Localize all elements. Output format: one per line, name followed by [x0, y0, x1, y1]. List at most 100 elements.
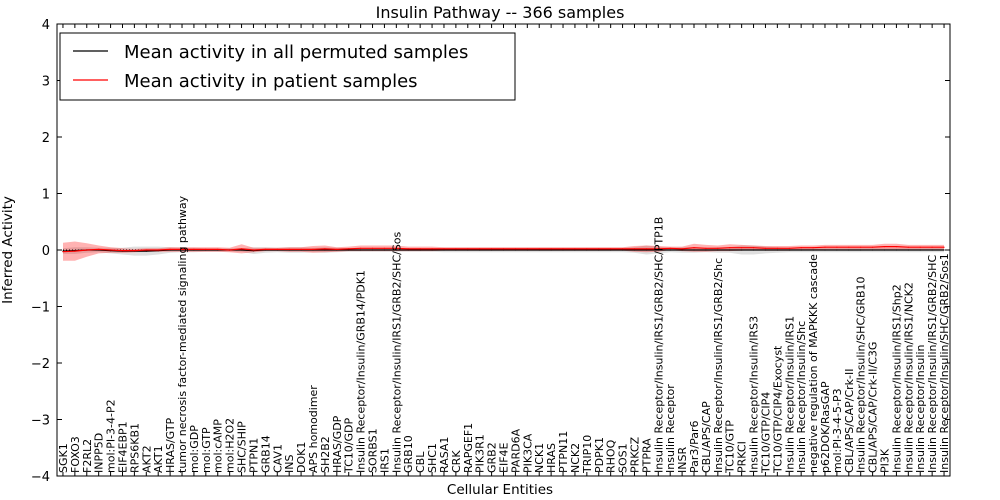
data-point-patient: [217, 248, 219, 250]
x-category-label: TC10/GDP: [343, 418, 356, 474]
data-point-patient: [860, 246, 862, 248]
data-point-patient: [336, 248, 338, 250]
data-point-patient: [681, 248, 683, 250]
data-point-permuted: [860, 249, 862, 251]
data-point-patient: [943, 246, 945, 248]
x-category-label: PIK3CA: [521, 433, 534, 473]
x-category-labels: SGK1FOXO3F2RL2INPP5Dmol:PI-3-4-P2EIF4EBP…: [57, 195, 951, 474]
plot-frame: [56, 23, 951, 477]
data-point-permuted: [895, 249, 898, 251]
y-axis-label: Inferred Activity: [0, 196, 16, 304]
data-point-patient: [467, 248, 469, 250]
data-point-permuted: [729, 249, 731, 251]
x-category-label: TC10/GTP: [724, 420, 737, 474]
data-point-patient: [312, 248, 314, 250]
data-point-patient: [229, 249, 231, 251]
x-category-label: SHC/SHIP: [236, 421, 249, 473]
x-category-label: Insulin Receptor/Insulin/IRS1/GRB2/SHC/S…: [390, 231, 403, 473]
data-point-permuted: [443, 249, 445, 251]
data-point-patient: [407, 248, 409, 250]
data-point-permuted: [741, 249, 743, 251]
data-point-patient: [633, 248, 636, 250]
data-point-patient: [836, 246, 838, 248]
x-category-label: CAV1: [271, 444, 284, 473]
data-point-patient: [538, 248, 540, 250]
data-point-patient: [526, 248, 528, 250]
data-point-permuted: [872, 249, 874, 251]
data-point-patient: [324, 248, 326, 250]
data-point-permuted: [943, 249, 945, 251]
x-category-label: Insulin Receptor: [664, 384, 677, 473]
data-point-permuted: [562, 249, 564, 251]
data-point-patient: [562, 248, 564, 250]
data-point-permuted: [633, 249, 636, 251]
data-point-permuted: [241, 249, 243, 251]
x-category-label: AKT1: [152, 445, 165, 473]
data-point-patient: [252, 249, 255, 251]
data-point-patient: [241, 248, 243, 250]
x-category-label: p62DOK/RasGAP: [819, 381, 832, 473]
x-category-label: mol:H2O2: [224, 418, 237, 473]
data-point-permuted: [717, 249, 719, 251]
chart-title: Insulin Pathway -- 366 samples: [376, 3, 625, 22]
data-point-patient: [848, 246, 850, 248]
x-category-label: NCK2: [569, 443, 582, 473]
data-point-patient: [907, 246, 909, 248]
x-category-label: Insulin Receptor/Insulin/IRS1/GRB2/SHC: [926, 255, 939, 473]
x-category-label: GRB2: [486, 442, 499, 473]
x-category-label: SORBS1: [367, 428, 380, 473]
x-category-label: CBL: [414, 451, 427, 473]
legend-box: [59, 32, 516, 101]
data-point-patient: [193, 248, 195, 250]
x-category-label: Insulin Receptor/Insulin/IRS1/GRB2/Shc: [712, 258, 725, 473]
x-category-label: DOK1: [295, 442, 308, 473]
data-point-permuted: [491, 249, 493, 251]
data-point-patient: [145, 249, 147, 251]
data-point-permuted: [467, 249, 469, 251]
data-point-patient: [479, 248, 481, 250]
y-tick-label: 1: [42, 188, 50, 203]
x-category-label: mol:GDP: [188, 425, 201, 473]
data-point-patient: [395, 247, 397, 249]
data-point-permuted: [526, 249, 528, 251]
y-tick-label: −4: [31, 470, 50, 485]
data-point-permuted: [645, 249, 648, 251]
data-point-patient: [86, 249, 88, 251]
x-category-label: FOXO3: [69, 436, 82, 473]
data-point-patient: [491, 248, 493, 250]
data-point-patient: [622, 248, 624, 250]
data-point-patient: [74, 250, 76, 252]
data-point-permuted: [788, 249, 790, 251]
x-category-label: PARD6A: [509, 428, 522, 473]
y-tick-label: −3: [31, 414, 50, 429]
x-category-label: Par3/Par6: [688, 420, 701, 473]
data-point-patient: [371, 247, 374, 249]
x-category-label: PTPN11: [557, 431, 570, 473]
x-category-label: Insulin Receptor/Insulin/GRB14/PDK1: [355, 270, 368, 473]
data-point-permuted: [752, 249, 755, 251]
data-point-patient: [110, 249, 112, 251]
data-point-permuted: [514, 249, 517, 251]
data-point-patient: [752, 247, 755, 249]
x-category-label: CBL/APS/CAP/Crk-II/C3G: [867, 342, 880, 473]
data-point-patient: [788, 247, 790, 249]
data-point-permuted: [622, 249, 624, 251]
x-category-label: HRAS: [545, 443, 558, 473]
data-point-patient: [574, 248, 576, 250]
data-point-permuted: [145, 250, 147, 252]
data-point-permuted: [776, 249, 779, 251]
x-category-label: EIF4E: [498, 442, 511, 473]
data-point-patient: [705, 247, 707, 249]
data-point-patient: [657, 248, 659, 250]
data-point-permuted: [383, 249, 385, 251]
x-category-label: Insulin Receptor/Insulin/IRS3: [748, 316, 761, 473]
data-point-patient: [776, 247, 779, 249]
x-category-label: SOS1: [617, 443, 630, 473]
x-category-label: INS: [283, 455, 296, 473]
data-point-permuted: [598, 249, 600, 251]
x-category-label: Insulin Receptor/Insulin/IRS1: [783, 316, 796, 473]
data-point-permuted: [550, 249, 552, 251]
x-category-label: RAPGEF1: [462, 423, 475, 473]
data-point-patient: [157, 249, 159, 251]
x-category-label: Insulin Receptor/Insulin: [914, 344, 927, 473]
